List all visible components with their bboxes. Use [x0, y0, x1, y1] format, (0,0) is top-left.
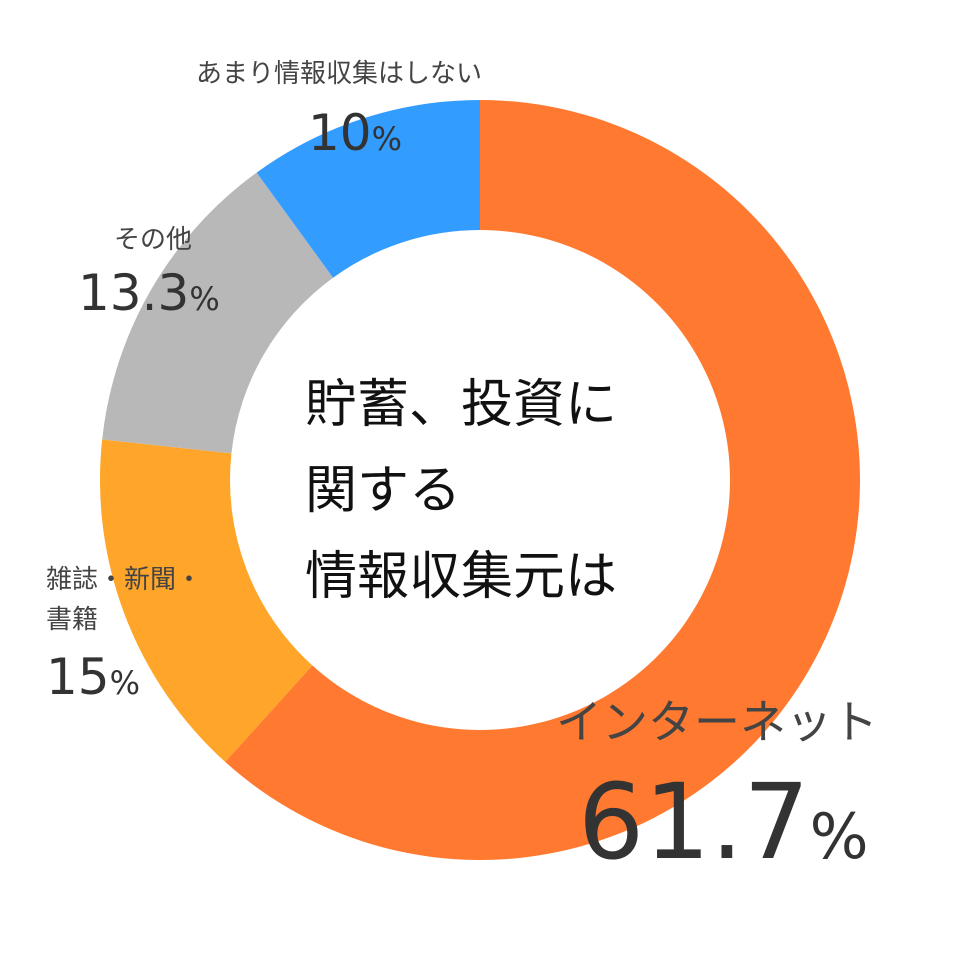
- slice-label-other-name: その他: [114, 225, 192, 255]
- slice-label-internet-name: インターネット: [556, 695, 878, 749]
- donut-slices: [100, 99, 860, 860]
- svg-text:10%: 10%: [308, 104, 402, 162]
- slice-label-no-research-name: あまり情報収集はしない: [196, 59, 482, 89]
- slice-label-magazine-unit: %: [110, 664, 140, 702]
- center-title-line-2: 関する: [305, 461, 461, 521]
- svg-text:61.7%: 61.7%: [578, 761, 868, 883]
- center-title-line-3: 情報収集元は: [305, 547, 617, 607]
- center-title: 貯蓄、投資に 関する 情報収集元は: [305, 375, 617, 607]
- slice-other: [102, 172, 334, 454]
- slice-label-no-research-unit: %: [372, 120, 402, 158]
- slice-label-internet-value: 61.7: [578, 761, 810, 883]
- slice-label-magazine: 雑誌・新聞・ 書籍 15%: [46, 565, 202, 706]
- slice-label-no-research: あまり情報収集はしない 10%: [196, 59, 482, 162]
- slice-no-research: [256, 99, 480, 278]
- slice-label-internet-unit: %: [810, 800, 869, 873]
- slice-label-internet: インターネット 61.7%: [556, 695, 878, 883]
- svg-text:13.3%: 13.3%: [78, 264, 220, 322]
- slice-label-magazine-value: 15: [46, 648, 110, 706]
- center-title-line-1: 貯蓄、投資に: [305, 375, 617, 435]
- slice-label-other-unit: %: [189, 280, 219, 318]
- svg-text:15%: 15%: [46, 648, 140, 706]
- slice-label-magazine-name-line-2: 書籍: [46, 605, 98, 635]
- slice-internet: [225, 100, 860, 860]
- slice-magazine: [100, 439, 313, 762]
- slice-label-other: その他 13.3%: [78, 225, 220, 322]
- slice-label-magazine-name-line-1: 雑誌・新聞・: [46, 565, 202, 595]
- slice-label-other-value: 13.3: [78, 264, 189, 322]
- slice-label-no-research-value: 10: [308, 104, 372, 162]
